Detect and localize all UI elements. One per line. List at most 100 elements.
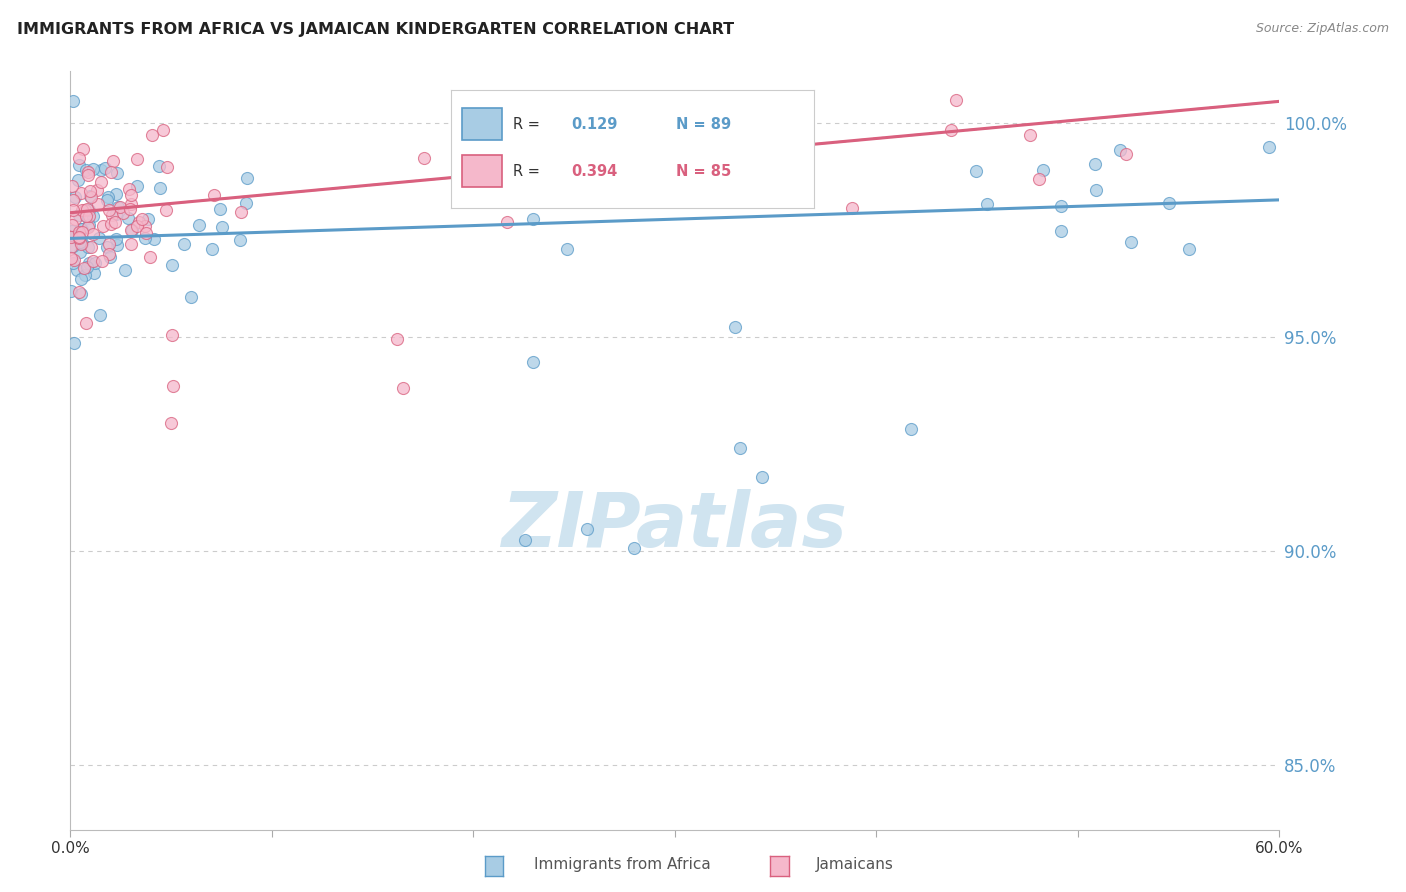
- Point: [73, 203, 96, 218]
- Point: [555, 242, 578, 256]
- Point: [76, 168, 98, 182]
- Point: [1019, 128, 1042, 142]
- Point: [131, 211, 153, 226]
- Point: [391, 381, 413, 395]
- Point: [1084, 157, 1107, 171]
- Point: [96, 193, 118, 207]
- Point: [97, 189, 120, 203]
- Point: [229, 233, 252, 247]
- Point: [1050, 199, 1073, 213]
- Point: [65, 229, 87, 244]
- Point: [79, 189, 101, 203]
- Point: [120, 197, 142, 211]
- Point: [100, 217, 122, 231]
- Point: [412, 151, 434, 165]
- Point: [60, 251, 83, 265]
- Text: Jamaicans: Jamaicans: [815, 857, 893, 872]
- Point: [97, 202, 120, 217]
- Point: [69, 245, 91, 260]
- Point: [792, 180, 814, 194]
- Point: [100, 165, 122, 179]
- Point: [82, 162, 104, 177]
- Point: [75, 209, 97, 223]
- Point: [76, 211, 98, 226]
- Point: [105, 206, 128, 220]
- Point: [67, 159, 90, 173]
- Point: [70, 235, 93, 250]
- Point: [111, 206, 134, 220]
- Point: [120, 236, 142, 251]
- Point: [724, 320, 747, 334]
- Point: [79, 189, 101, 203]
- Point: [60, 223, 83, 237]
- Point: [76, 202, 98, 217]
- Point: [841, 202, 863, 216]
- Point: [67, 285, 90, 299]
- Text: Immigrants from Africa: Immigrants from Africa: [534, 857, 711, 872]
- Point: [135, 226, 157, 240]
- Point: [202, 187, 225, 202]
- Point: [90, 162, 112, 177]
- Point: [62, 336, 84, 351]
- Point: [139, 250, 162, 264]
- Point: [82, 227, 104, 242]
- Point: [72, 225, 94, 239]
- Point: [976, 196, 998, 211]
- Point: [496, 215, 519, 229]
- Point: [77, 202, 100, 217]
- Point: [235, 195, 257, 210]
- Point: [89, 309, 111, 323]
- Point: [125, 219, 148, 234]
- Point: [1032, 162, 1054, 177]
- Point: [149, 180, 172, 194]
- Point: [513, 533, 536, 548]
- Point: [67, 225, 90, 239]
- Point: [713, 139, 735, 153]
- Point: [104, 215, 127, 229]
- Point: [93, 161, 115, 176]
- Point: [187, 219, 209, 233]
- Point: [125, 178, 148, 193]
- Point: [1119, 235, 1142, 249]
- Point: [682, 187, 704, 202]
- Point: [70, 237, 93, 252]
- Point: [114, 263, 136, 277]
- Point: [104, 232, 127, 246]
- Point: [79, 184, 101, 198]
- Point: [91, 219, 114, 233]
- Point: [134, 231, 156, 245]
- Point: [1109, 143, 1132, 157]
- Point: [522, 212, 544, 227]
- Point: [63, 252, 86, 267]
- Point: [120, 223, 142, 237]
- Point: [107, 166, 129, 180]
- Point: [107, 200, 129, 214]
- Point: [728, 441, 751, 455]
- Point: [76, 260, 98, 274]
- Point: [160, 327, 183, 342]
- Point: [134, 219, 156, 233]
- Point: [77, 209, 100, 223]
- Point: [87, 231, 110, 245]
- Point: [75, 163, 97, 178]
- Point: [236, 171, 259, 186]
- Point: [148, 159, 170, 173]
- Point: [77, 220, 100, 235]
- Point: [121, 223, 143, 237]
- Point: [231, 204, 253, 219]
- Point: [101, 153, 124, 168]
- Point: [86, 183, 108, 197]
- Point: [136, 212, 159, 227]
- Point: [751, 470, 773, 484]
- Point: [623, 541, 645, 556]
- Point: [77, 256, 100, 270]
- Point: [180, 290, 202, 304]
- Point: [160, 259, 183, 273]
- Point: [467, 179, 489, 194]
- Point: [62, 218, 84, 232]
- Point: [209, 202, 232, 217]
- Point: [160, 416, 183, 430]
- Point: [105, 238, 128, 252]
- Point: [101, 208, 124, 222]
- Point: [90, 175, 112, 189]
